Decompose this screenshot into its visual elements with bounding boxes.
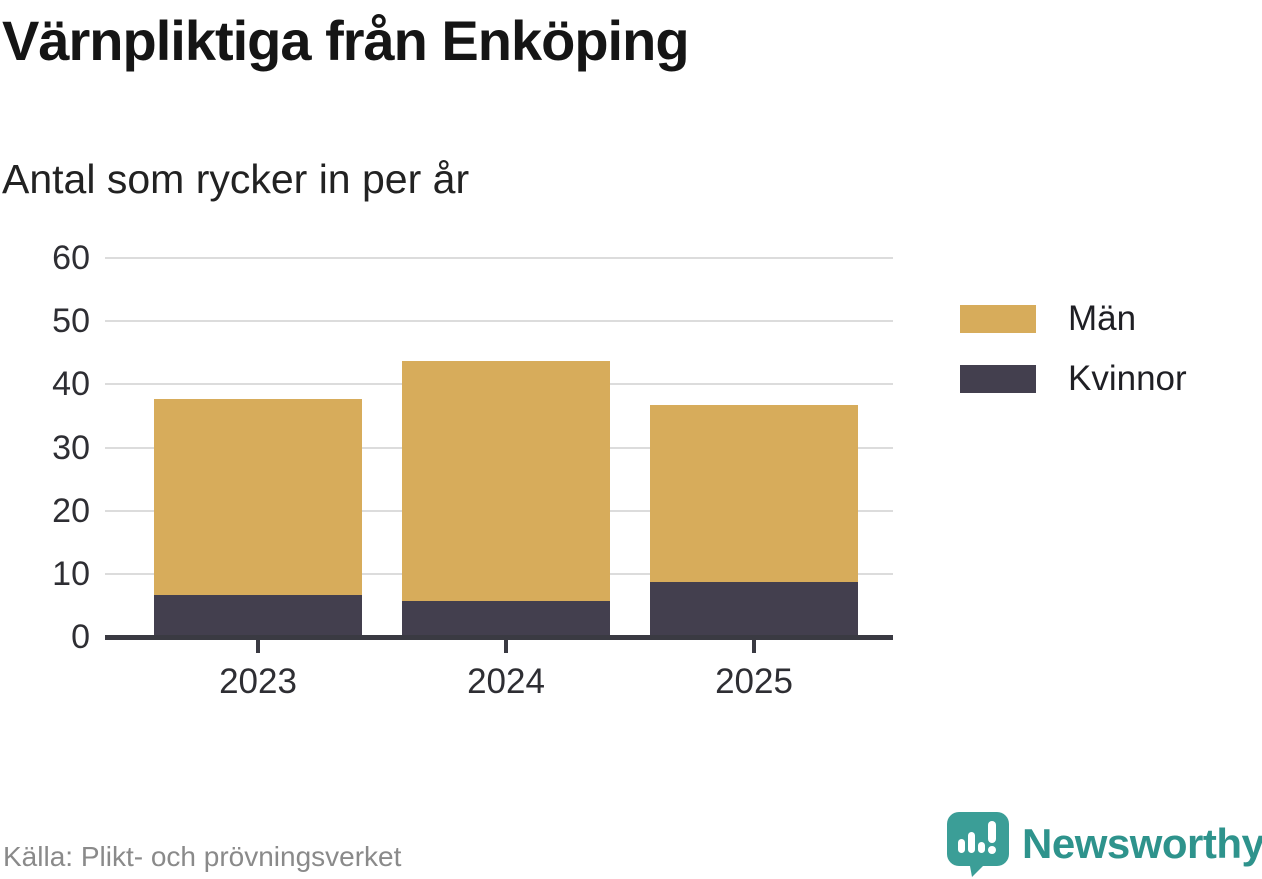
y-axis-tick-label: 40 (52, 365, 90, 404)
x-axis-tick-2023 (256, 639, 260, 653)
legend-label-män: Män (1068, 299, 1137, 338)
y-axis-tick-label: 30 (52, 428, 90, 467)
chart-title: Värnpliktiga från Enköping (2, 9, 690, 72)
bar-segment-män-2024 (402, 361, 610, 602)
x-axis-tick-2025 (752, 639, 756, 653)
brand-name: Newsworthy (1022, 820, 1262, 867)
legend-swatch-kvinnor (960, 365, 1036, 393)
legend: Män Kvinnor (960, 299, 1187, 419)
newsworthy-speech-bubble-bar-chart-icon (947, 812, 1009, 877)
legend-item-män: Män (960, 299, 1187, 339)
y-axis-tick-label: 10 (52, 554, 90, 593)
x-axis-tick-label-2024: 2024 (467, 662, 545, 701)
legend-item-kvinnor: Kvinnor (960, 359, 1187, 399)
gridline-y-50 (105, 320, 893, 323)
y-axis-tick-label: 0 (71, 618, 90, 656)
y-axis-tick-label: 20 (52, 491, 90, 530)
x-axis-tick-2024 (504, 639, 508, 653)
bar-segment-kvinnor-2025 (650, 582, 858, 639)
legend-swatch-män (960, 305, 1036, 333)
legend-label-kvinnor: Kvinnor (1068, 359, 1187, 398)
source-note: Källa: Plikt- och prövningsverket (3, 841, 402, 872)
bar-segment-kvinnor-2024 (402, 601, 610, 639)
bar-segment-män-2025 (650, 405, 858, 583)
brand-logo: Newsworthy (946, 811, 1262, 877)
y-axis-tick-label: 60 (52, 239, 90, 277)
chart-subtitle: Antal som rycker in per år (2, 156, 470, 202)
x-axis-tick-label-2025: 2025 (715, 662, 793, 701)
gridline-y-60 (105, 257, 893, 259)
x-axis-line (105, 634, 893, 640)
bar-segment-män-2023 (154, 398, 362, 595)
x-axis-tick-label-2023: 2023 (219, 662, 297, 701)
y-axis-tick-label: 50 (52, 302, 90, 341)
bar-segment-kvinnor-2023 (154, 594, 362, 639)
